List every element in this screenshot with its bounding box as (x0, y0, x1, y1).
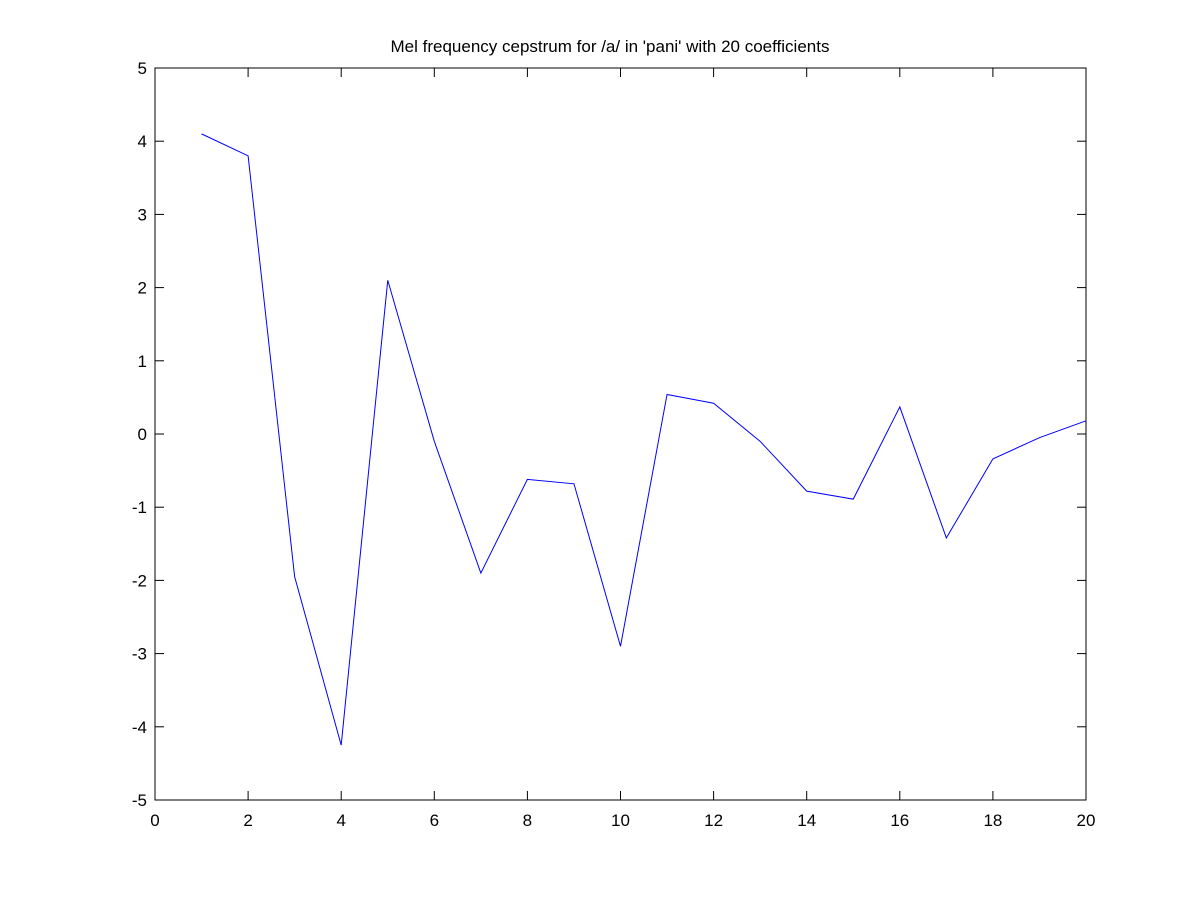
data-point (248, 155, 249, 156)
data-point (480, 572, 481, 573)
series-layer (201, 133, 1087, 746)
data-point (387, 280, 388, 281)
data-point (1085, 420, 1086, 421)
data-point (666, 394, 667, 395)
data-point (620, 646, 621, 647)
series-line (201, 133, 1087, 746)
y-tick-label: -3 (132, 645, 147, 664)
data-point (341, 745, 342, 746)
x-tick-label: 0 (150, 811, 159, 830)
y-tick-label: -2 (132, 571, 147, 590)
x-tick-label: 14 (797, 811, 816, 830)
data-point (573, 483, 574, 484)
x-tick-label: 16 (890, 811, 909, 830)
x-tick-label: 18 (983, 811, 1002, 830)
data-point (527, 479, 528, 480)
data-point (760, 441, 761, 442)
data-point (1039, 437, 1040, 438)
y-tick-label: 5 (138, 59, 147, 78)
chart-title: Mel frequency cepstrum for /a/ in 'pani'… (391, 37, 830, 56)
x-tick-label: 12 (704, 811, 723, 830)
data-point (899, 406, 900, 407)
y-tick-label: -4 (132, 718, 147, 737)
data-point (434, 441, 435, 442)
data-point (201, 133, 202, 134)
data-point (992, 458, 993, 459)
y-tick-label: -5 (132, 791, 147, 810)
y-tick-label: 4 (138, 132, 147, 151)
x-tick-label: 4 (336, 811, 345, 830)
x-tick-label: 8 (523, 811, 532, 830)
y-tick-label: 3 (138, 205, 147, 224)
y-tick-label: 2 (138, 279, 147, 298)
x-tick-label: 2 (243, 811, 252, 830)
data-point (806, 490, 807, 491)
x-tick-label: 10 (611, 811, 630, 830)
y-tick-label: 1 (138, 352, 147, 371)
y-tick-label: -1 (132, 498, 147, 517)
data-point (294, 576, 295, 577)
data-point (946, 537, 947, 538)
data-point (853, 499, 854, 500)
axis-ticks (154, 67, 1087, 801)
plot-area-frame (154, 67, 1087, 801)
data-point (713, 403, 714, 404)
x-tick-label: 20 (1077, 811, 1096, 830)
x-tick-label: 6 (430, 811, 439, 830)
y-tick-label: 0 (138, 425, 147, 444)
